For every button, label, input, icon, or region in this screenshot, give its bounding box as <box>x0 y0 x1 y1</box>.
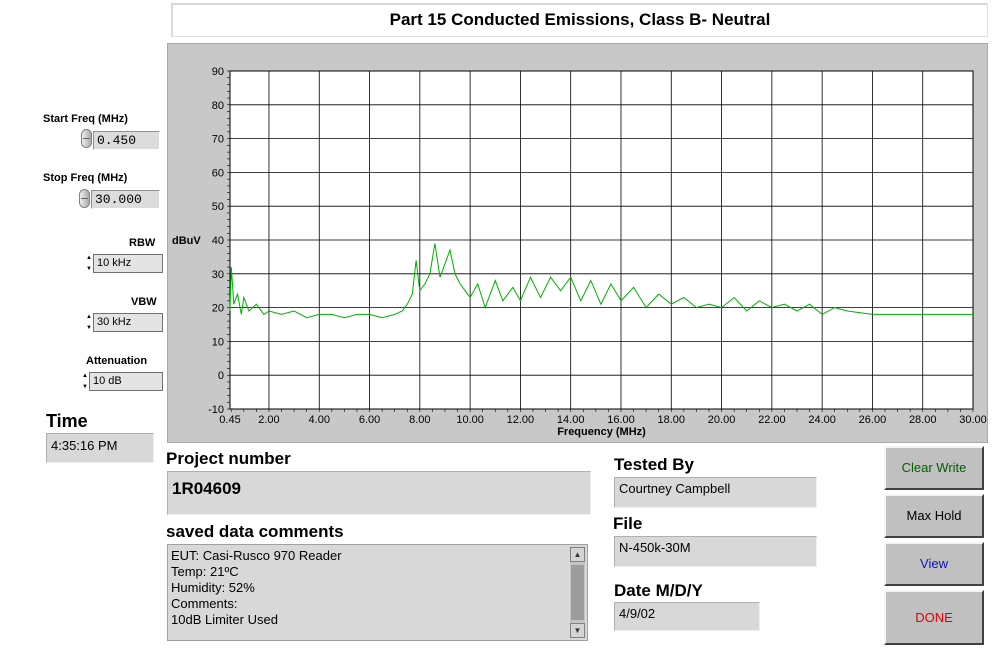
x-tick-label: 0.45 <box>219 414 240 426</box>
y-tick-label: 90 <box>212 66 224 78</box>
y-tick-label: 60 <box>212 167 224 179</box>
attenuation-stepper[interactable]: ▲ ▼ <box>82 372 89 391</box>
time-display: 4:35:16 PM <box>46 433 154 463</box>
comments-label: saved data comments <box>166 522 344 541</box>
y-tick-label: 30 <box>212 269 224 281</box>
x-tick-label: 6.00 <box>359 414 380 426</box>
tested-by-label: Tested By <box>614 455 694 474</box>
emissions-graph[interactable]: 90 80 70 60 50 40 30 20 10 0 -10 0.45 2.00 4.00 6.00 8.… <box>167 43 988 443</box>
x-tick-label: 30.00 <box>959 414 987 426</box>
x-tick-label: 22.00 <box>758 414 786 426</box>
date-label: Date M/D/Y <box>614 581 703 600</box>
attenuation-select[interactable]: 10 dB <box>89 372 163 391</box>
attenuation-label: Attenuation <box>86 355 148 367</box>
emissions-graph-svg: 90 80 70 60 50 40 30 20 10 0 -100.45 2.00 4.00 6.00 8.… <box>172 66 987 438</box>
y-axis-label: dBuV <box>172 235 201 247</box>
scroll-up-icon[interactable]: ▲ <box>570 547 585 562</box>
y-tick-label: 20 <box>212 303 224 315</box>
date-field[interactable]: 4/9/02 <box>614 602 760 631</box>
vbw-select[interactable]: 30 kHz <box>93 313 163 332</box>
x-tick-label: 2.00 <box>258 414 279 426</box>
clear-write-button[interactable]: Clear Write <box>884 446 984 490</box>
vbw-label: VBW <box>131 296 157 308</box>
x-tick-label: 28.00 <box>909 414 937 426</box>
stop-freq-input[interactable]: 30.000 <box>91 190 160 209</box>
comments-text[interactable]: EUT: Casi-Rusco 970 Reader Temp: 21ºC Hu… <box>171 548 342 627</box>
x-tick-label: 26.00 <box>859 414 887 426</box>
x-tick-label: 18.00 <box>658 414 686 426</box>
y-tick-label: 40 <box>212 235 224 247</box>
start-freq-knob-icon[interactable] <box>81 129 92 148</box>
start-freq-label: Start Freq (MHz) <box>43 113 128 125</box>
rbw-stepper[interactable]: ▲ ▼ <box>86 254 93 273</box>
page-title: Part 15 Conducted Emissions, Class B- Ne… <box>171 3 988 37</box>
done-button[interactable]: DONE <box>884 590 984 645</box>
up-arrow-icon[interactable]: ▲ <box>86 255 92 261</box>
scroll-thumb[interactable] <box>571 565 584 620</box>
start-freq-input[interactable]: 0.450 <box>93 131 160 150</box>
x-tick-label: 20.00 <box>708 414 736 426</box>
down-arrow-icon[interactable]: ▼ <box>82 384 88 390</box>
emission-trace <box>229 243 973 319</box>
down-arrow-icon[interactable]: ▼ <box>86 266 92 272</box>
up-arrow-icon[interactable]: ▲ <box>86 314 92 320</box>
time-label: Time <box>46 411 88 431</box>
view-button[interactable]: View <box>884 542 984 586</box>
rbw-label: RBW <box>129 237 156 249</box>
up-arrow-icon[interactable]: ▲ <box>82 373 88 379</box>
x-tick-label: 12.00 <box>507 414 535 426</box>
stop-freq-knob-icon[interactable] <box>79 189 90 208</box>
y-tick-label: 80 <box>212 100 224 112</box>
comments-textarea[interactable]: EUT: Casi-Rusco 970 Reader Temp: 21ºC Hu… <box>167 544 588 641</box>
stop-freq-label: Stop Freq (MHz) <box>43 172 128 184</box>
project-number-field[interactable]: 1R04609 <box>167 471 591 515</box>
x-axis-label: Frequency (MHz) <box>557 426 646 438</box>
vbw-stepper[interactable]: ▲ ▼ <box>86 313 93 332</box>
scroll-down-icon[interactable]: ▼ <box>570 623 585 638</box>
y-tick-label: -10 <box>208 404 224 416</box>
down-arrow-icon[interactable]: ▼ <box>86 325 92 331</box>
y-tick-label: 10 <box>212 336 224 348</box>
file-field[interactable]: N-450k-30M <box>614 536 817 567</box>
x-tick-label: 4.00 <box>309 414 330 426</box>
project-number-label: Project number <box>166 449 291 468</box>
x-tick-label: 24.00 <box>808 414 836 426</box>
x-tick-label: 16.00 <box>607 414 635 426</box>
x-tick-label: 10.00 <box>456 414 484 426</box>
rbw-select[interactable]: 10 kHz <box>93 254 163 273</box>
y-tick-label: 0 <box>218 370 224 382</box>
tested-by-field[interactable]: Courtney Campbell <box>614 477 817 508</box>
max-hold-button[interactable]: Max Hold <box>884 494 984 538</box>
x-tick-label: 8.00 <box>409 414 430 426</box>
comments-scrollbar[interactable]: ▲ ▼ <box>570 547 585 638</box>
x-tick-label: 14.00 <box>557 414 585 426</box>
file-label: File <box>613 514 643 533</box>
y-tick-label: 70 <box>212 134 224 146</box>
y-tick-label: 50 <box>212 201 224 213</box>
